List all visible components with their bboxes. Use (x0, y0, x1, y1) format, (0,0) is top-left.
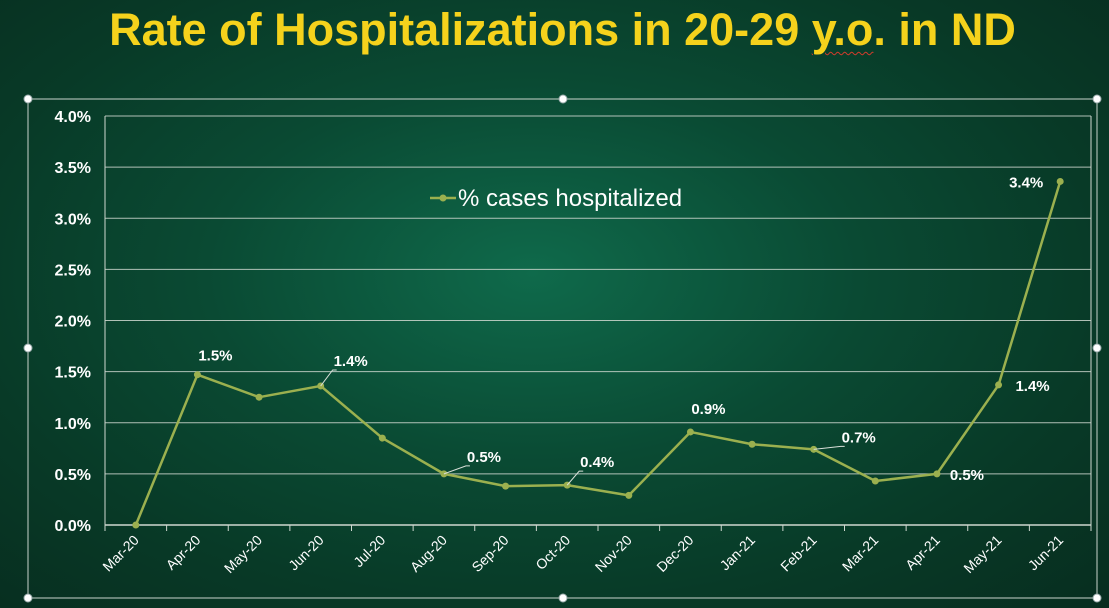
data-point[interactable] (193, 371, 201, 379)
data-point[interactable] (995, 381, 1003, 389)
x-tick-label: Sep-20 (468, 532, 511, 575)
resize-handle[interactable] (1092, 343, 1102, 353)
title-text-after: . in ND (873, 4, 1016, 55)
y-tick-label: 4.0% (55, 109, 91, 126)
x-tick-label: May-21 (960, 532, 1004, 576)
x-tick-label: Nov-20 (592, 532, 635, 575)
chart-title: Rate of Hospitalizations in 20-29 y.o. i… (0, 4, 1109, 56)
data-point[interactable] (933, 470, 941, 478)
resize-handle[interactable] (558, 94, 568, 104)
data-label-leader (813, 445, 845, 450)
data-point[interactable] (748, 440, 756, 448)
data-point[interactable] (378, 434, 386, 442)
data-point[interactable] (871, 477, 879, 485)
y-tick-label: 3.5% (55, 160, 91, 177)
y-tick-label: 2.5% (55, 262, 91, 279)
data-label: 0.7% (842, 429, 876, 446)
x-tick-label: Apr-21 (902, 532, 943, 573)
resize-handle[interactable] (1092, 94, 1102, 104)
x-tick-label: Feb-21 (777, 532, 820, 575)
data-label-leader (443, 465, 470, 475)
x-tick-label: Jun-21 (1025, 532, 1067, 574)
x-tick-label: Mar-20 (99, 532, 142, 575)
x-tick-label: Apr-20 (163, 532, 204, 573)
data-label: 1.4% (334, 353, 368, 370)
data-label-leader (566, 470, 584, 486)
data-label: 0.9% (691, 401, 725, 418)
data-label: 1.5% (198, 348, 232, 365)
title-text-squiggle: y.o (811, 4, 874, 55)
x-tick-label: May-20 (221, 532, 265, 576)
x-tick-label: Dec-20 (653, 532, 696, 575)
data-point[interactable] (1056, 177, 1064, 185)
legend-marker (439, 194, 447, 202)
resize-handle[interactable] (23, 593, 33, 603)
title-text-before: Rate of Hospitalizations in 20-29 (109, 4, 812, 55)
data-point[interactable] (132, 521, 140, 529)
series-line (134, 181, 1062, 526)
resize-handle[interactable] (23, 94, 33, 104)
data-label: 0.4% (580, 454, 614, 471)
y-tick-label: 1.5% (55, 365, 91, 382)
legend-label: % cases hospitalized (458, 185, 682, 212)
data-point[interactable] (625, 491, 633, 499)
resize-handle[interactable] (558, 593, 568, 603)
x-tick-label: Jul-20 (350, 532, 388, 570)
data-label: 1.4% (1015, 378, 1049, 395)
data-label-leader (320, 369, 337, 387)
y-tick-label: 0.0% (55, 518, 91, 535)
data-label: 3.4% (1009, 174, 1043, 191)
chart-frame[interactable] (27, 98, 1098, 599)
x-tick-label: Oct-20 (532, 532, 573, 573)
y-tick-label: 3.0% (55, 211, 91, 228)
x-tick-label: Mar-21 (839, 532, 882, 575)
x-tick-label: Jan-21 (717, 532, 759, 574)
resize-handle[interactable] (1092, 593, 1102, 603)
data-label: 0.5% (467, 449, 501, 466)
data-point[interactable] (686, 428, 694, 436)
x-tick-label: Aug-20 (407, 532, 450, 575)
y-tick-label: 1.0% (55, 416, 91, 433)
data-label: 0.5% (950, 467, 984, 484)
y-tick-label: 2.0% (55, 314, 91, 331)
data-point[interactable] (255, 393, 263, 401)
y-tick-label: 0.5% (55, 467, 91, 484)
data-point[interactable] (502, 482, 510, 490)
resize-handle[interactable] (23, 343, 33, 353)
x-tick-label: Jun-20 (285, 532, 327, 574)
